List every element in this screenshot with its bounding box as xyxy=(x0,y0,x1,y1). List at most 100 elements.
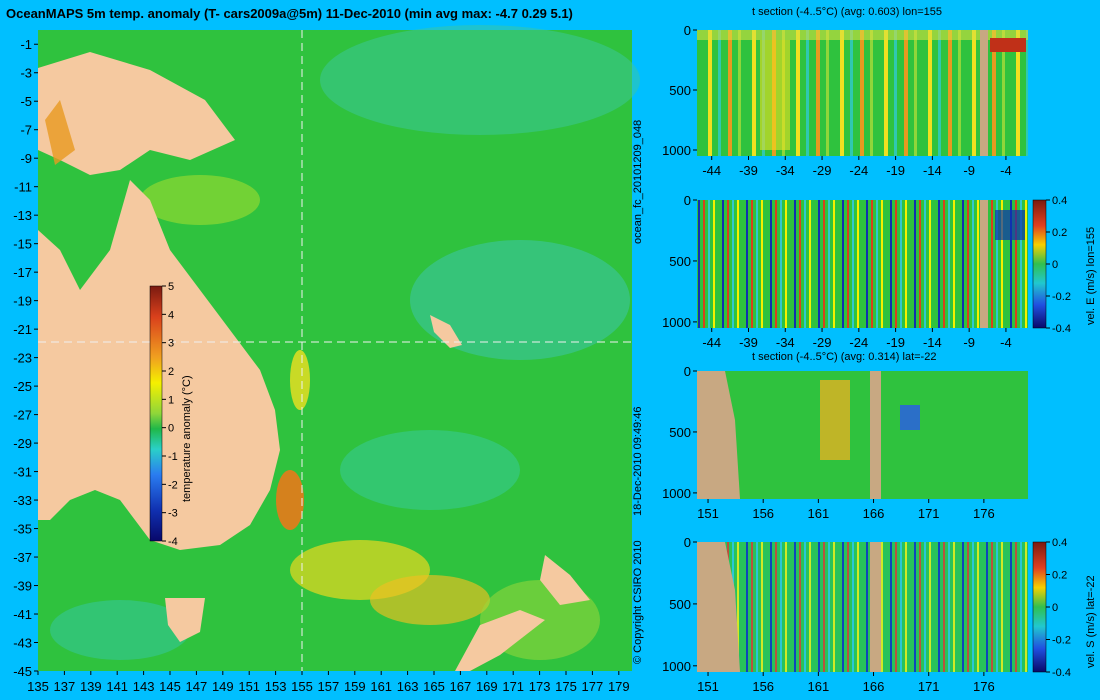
section-title-1: t section (-4..5°C) (avg: 0.603) lon=155 xyxy=(752,6,942,18)
velocity-colorbar-tick-label: 0 xyxy=(1052,259,1058,271)
temperature-colorbar xyxy=(149,285,163,542)
map-y-tick-label: -43 xyxy=(13,636,32,651)
map-x-tick-label: 143 xyxy=(133,679,155,694)
section-y-tick-label: 500 xyxy=(669,254,691,269)
section-x-tick-label: 151 xyxy=(697,506,719,521)
section-y-tick-label: 1000 xyxy=(662,659,691,674)
colorbar-tick-label: -4 xyxy=(168,536,178,548)
section-y-tick-label: 0 xyxy=(684,23,691,38)
section-y-tick-label: 500 xyxy=(669,83,691,98)
section-x-tick-label: -4 xyxy=(1000,163,1012,178)
colorbar-tick-label: 0 xyxy=(168,423,174,435)
section-x-tick-label: 166 xyxy=(863,506,885,521)
map-y-tick-label: -35 xyxy=(13,522,32,537)
map-x-tick-label: 169 xyxy=(476,679,498,694)
map-y-tick-label: -1 xyxy=(20,37,32,52)
map-y-tick-label: -5 xyxy=(20,94,32,109)
section-x-tick-label: 171 xyxy=(918,679,940,694)
timestamp-label: 18-Dec-2010 09:49:46 xyxy=(632,406,644,516)
map-x-tick-label: 175 xyxy=(555,679,577,694)
section-x-tick-label: -19 xyxy=(886,335,905,350)
section-x-tick-label: -44 xyxy=(702,335,721,350)
velocity-colorbar-tick-label: -0.4 xyxy=(1052,667,1071,679)
velocity-s-colorbar xyxy=(1032,541,1047,673)
map-y-tick-label: -9 xyxy=(20,151,32,166)
main-title: OceanMAPS 5m temp. anomaly (T- cars2009a… xyxy=(6,6,573,21)
map-y-tick-label: -13 xyxy=(13,208,32,223)
section-panel-2 xyxy=(697,200,1028,328)
map-x-tick-label: 159 xyxy=(344,679,366,694)
section-x-tick-label: -9 xyxy=(963,163,975,178)
section-title-3: t section (-4..5°C) (avg: 0.314) lat=-22 xyxy=(752,351,937,363)
temperature-colorbar-label: temperature anomaly (°C) xyxy=(181,375,193,502)
section-y-tick-label: 500 xyxy=(669,425,691,440)
colorbar-tick-label: -1 xyxy=(168,451,178,463)
section-y-tick-label: 1000 xyxy=(662,486,691,501)
section-x-tick-label: 176 xyxy=(973,506,995,521)
map-x-tick-label: 139 xyxy=(80,679,102,694)
map-x-tick-label: 165 xyxy=(423,679,445,694)
map-x-tick-label: 177 xyxy=(582,679,604,694)
map-x-tick-label: 157 xyxy=(318,679,340,694)
section-y-tick-label: 0 xyxy=(684,535,691,550)
section-x-tick-label: -14 xyxy=(923,335,942,350)
section-panel-4 xyxy=(697,542,1028,672)
map-y-tick-label: -11 xyxy=(14,180,32,195)
colorbar-tick-label: 3 xyxy=(168,338,174,350)
velocity-e-colorbar xyxy=(1032,199,1047,329)
map-y-tick-label: -19 xyxy=(13,294,32,309)
section-panel-1 xyxy=(697,30,1028,156)
section-x-tick-label: 156 xyxy=(752,506,774,521)
section-x-tick-label: 171 xyxy=(918,506,940,521)
run-label: ocean_fc_20101209_048 xyxy=(632,119,644,244)
map-y-tick-label: -21 xyxy=(13,322,32,337)
colorbar-tick-label: 2 xyxy=(168,366,174,378)
velocity-colorbar-tick-label: 0.4 xyxy=(1052,195,1067,207)
main-map-panel xyxy=(38,25,640,671)
section-x-tick-label: -19 xyxy=(886,163,905,178)
section-y-tick-label: 1000 xyxy=(662,315,691,330)
colorbar-tick-label: 4 xyxy=(168,309,174,321)
section-x-tick-label: -14 xyxy=(923,163,942,178)
map-x-tick-label: 137 xyxy=(54,679,76,694)
map-x-tick-label: 147 xyxy=(186,679,208,694)
section-x-tick-label: -39 xyxy=(739,335,758,350)
map-y-tick-label: -33 xyxy=(13,493,32,508)
map-x-tick-label: 171 xyxy=(502,679,524,694)
map-x-tick-label: 135 xyxy=(27,679,49,694)
map-x-tick-label: 153 xyxy=(265,679,287,694)
map-x-tick-label: 145 xyxy=(159,679,181,694)
section-x-tick-label: 151 xyxy=(697,679,719,694)
map-y-tick-label: -23 xyxy=(13,351,32,366)
map-x-tick-label: 163 xyxy=(397,679,419,694)
colorbar-tick-label: -3 xyxy=(168,508,178,520)
section-x-tick-label: -44 xyxy=(702,163,721,178)
section-x-tick-label: -24 xyxy=(849,163,868,178)
velocity-colorbar-tick-label: 0.2 xyxy=(1052,227,1067,239)
velocity-e-colorbar-label: vel. E (m/s) lon=155 xyxy=(1085,226,1097,325)
map-x-tick-label: 151 xyxy=(238,679,260,694)
map-y-tick-label: -15 xyxy=(13,237,32,252)
velocity-s-colorbar-label: vel. S (m/s) lat=-22 xyxy=(1085,575,1097,668)
map-y-tick-label: -27 xyxy=(13,408,32,423)
section-panel-3 xyxy=(697,371,1028,499)
map-y-tick-label: -37 xyxy=(13,550,32,565)
colorbar-tick-label: -2 xyxy=(168,479,178,491)
section-x-tick-label: -29 xyxy=(813,335,832,350)
section-x-tick-label: 156 xyxy=(752,679,774,694)
map-x-tick-label: 141 xyxy=(106,679,128,694)
velocity-colorbar-tick-label: 0 xyxy=(1052,602,1058,614)
section-x-tick-label: -29 xyxy=(813,163,832,178)
velocity-colorbar-tick-label: 0.2 xyxy=(1052,570,1067,582)
section-x-tick-label: 161 xyxy=(808,506,830,521)
map-x-tick-label: 149 xyxy=(212,679,234,694)
section-x-tick-label: 176 xyxy=(973,679,995,694)
section-x-tick-label: 166 xyxy=(863,679,885,694)
section-x-tick-label: -4 xyxy=(1000,335,1012,350)
section-x-tick-label: -34 xyxy=(776,163,795,178)
map-x-tick-label: 179 xyxy=(608,679,630,694)
map-y-tick-label: -45 xyxy=(13,664,32,679)
map-y-tick-label: -31 xyxy=(13,465,32,480)
section-y-tick-label: 0 xyxy=(684,364,691,379)
colorbar-tick-label: 1 xyxy=(168,394,174,406)
